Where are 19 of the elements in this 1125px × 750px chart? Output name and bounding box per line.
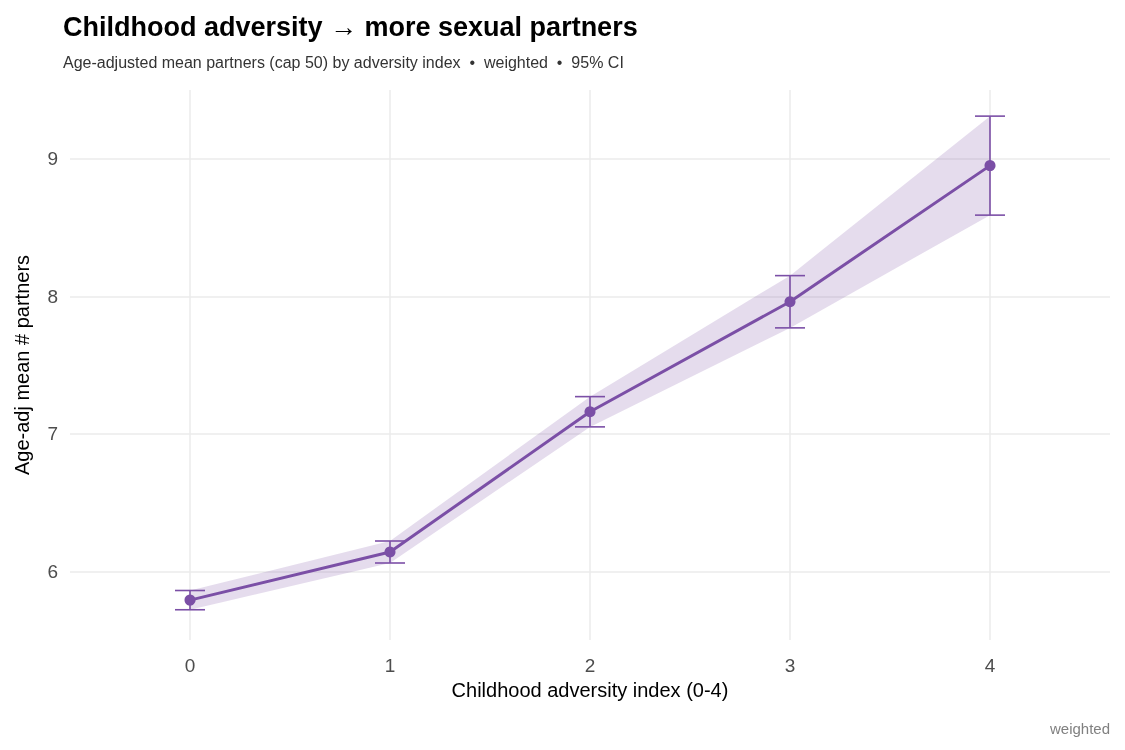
point <box>784 296 796 308</box>
y-tick-label: 8 <box>47 285 58 307</box>
y-tick-label: 9 <box>47 148 58 170</box>
point <box>584 406 596 418</box>
x-tick-label: 2 <box>584 655 596 676</box>
x-tick-label: 1 <box>384 655 396 676</box>
y-tick-label: 7 <box>47 423 58 445</box>
point <box>384 546 396 558</box>
point <box>984 160 996 172</box>
x-axis-title: Childhood adversity index (0-4) <box>451 679 729 701</box>
x-tick-label: 4 <box>984 655 996 676</box>
text: weighted <box>1048 720 1110 737</box>
chart-title: Childhood adversity → more sexual partners <box>63 11 638 42</box>
x-tick-label: 0 <box>184 655 196 676</box>
y-axis-title: Age-adj mean # partners <box>11 254 33 476</box>
point <box>184 594 196 606</box>
chart-subtitle: Age-adjusted mean partners (cap 50) by adversity index • weighted • 95% CI <box>63 53 624 71</box>
y-tick-label: 6 <box>47 560 58 582</box>
x-tick-label: 3 <box>784 655 796 676</box>
